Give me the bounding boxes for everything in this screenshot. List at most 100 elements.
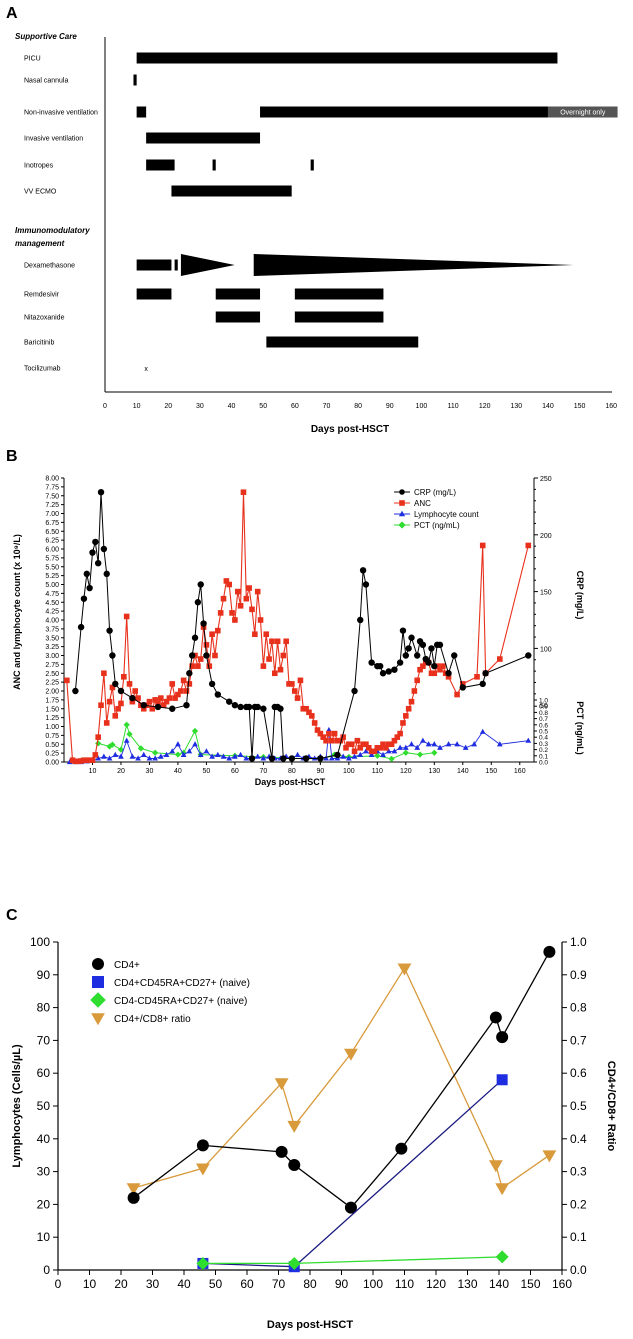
point-crp-mg-l	[425, 659, 432, 666]
point-anc	[132, 688, 139, 694]
legend-marker-pct-ng-ml	[398, 521, 406, 529]
b-ytick-3.00: 3.00	[45, 653, 59, 660]
point-crp-mg-l	[419, 641, 427, 649]
point-anc	[163, 698, 170, 705]
c-ytick-70: 70	[37, 1033, 51, 1047]
point-crp-mg-l	[280, 755, 287, 762]
point-anc	[479, 542, 486, 549]
point-crp-mg-l	[482, 670, 489, 677]
c-legend-marker-cd4	[92, 958, 104, 970]
legend-marker-crp-mg-l	[399, 489, 405, 495]
point-anc	[78, 758, 84, 764]
b-ytick-3.25: 3.25	[45, 644, 59, 651]
point-crp-mg-l	[214, 691, 222, 698]
x-tick-70: 70	[323, 403, 331, 410]
point-crp-mg-l	[260, 705, 267, 712]
point-lymphocyte-count	[169, 748, 176, 754]
panel-b-label: B	[6, 448, 18, 465]
point-anc	[183, 688, 190, 694]
c-legend-label-cd4-cd45ra-cd27-naive: CD4+CD45RA+CD27+ (naive)	[114, 978, 250, 989]
c-legend-marker-cd4-cd45ra-cd27-naive	[92, 976, 104, 988]
b-ytick-5.75: 5.75	[45, 555, 59, 562]
point-anc	[400, 720, 406, 726]
point-anc	[328, 737, 335, 744]
point-anc	[220, 595, 227, 602]
point-anc	[217, 610, 224, 616]
b-xtick-150: 150	[485, 768, 497, 775]
b-pct-tick-0.7: 0.7	[539, 716, 548, 723]
point-crp-mg-l	[191, 634, 199, 641]
b-xtick-90: 90	[316, 768, 324, 775]
point-lymphocyte-count	[345, 755, 352, 761]
point-anc	[140, 705, 147, 712]
x-tick-30: 30	[196, 403, 204, 410]
point-crp-mg-l	[362, 581, 370, 588]
point-anc	[357, 745, 364, 751]
point-anc	[383, 745, 389, 751]
point-anc	[75, 758, 82, 765]
c-xtick-140: 140	[489, 1277, 509, 1291]
panel-b-plot: 0.00 0.25 0.50 0.75 1.00 1.25 1.50 1.752.00 2.25…	[45, 476, 551, 776]
x-tick-160: 160	[605, 403, 617, 410]
b-pct-tick-0.9: 0.9	[539, 704, 548, 711]
point-crp-mg-l	[317, 755, 324, 762]
point-anc	[266, 656, 272, 662]
c-series-line-cd4-cd45ra-cd27-naive	[202, 1256, 503, 1265]
c-xtick-90: 90	[335, 1277, 349, 1291]
c-point-cd4-cd8-ratio	[196, 1163, 210, 1176]
point-lymphocyte-count	[363, 748, 369, 754]
point-lymphocyte-count	[214, 751, 221, 757]
bar-non-invasive-ventilation-overnight	[547, 106, 618, 118]
point-pct-ng-ml	[374, 752, 381, 759]
point-anc	[121, 674, 127, 680]
legend-label-pct-ng-ml: PCT (ng/mL)	[414, 521, 460, 530]
b-xtick-120: 120	[400, 768, 412, 775]
point-crp-mg-l	[414, 652, 421, 659]
row-label-invasive-ventilation: Invasive ventilation	[24, 136, 83, 143]
point-crp-mg-l	[277, 705, 284, 712]
bar-remdesivir-2	[294, 288, 384, 300]
point-crp-mg-l	[248, 755, 256, 762]
x-tick-80: 80	[354, 403, 362, 410]
b-pct-tick-0.0: 0.0	[539, 760, 548, 767]
point-lymphocyte-count	[328, 755, 335, 761]
point-crp-mg-l	[117, 687, 125, 695]
point-crp-mg-l	[200, 620, 207, 627]
point-lymphocyte-count	[95, 755, 102, 761]
point-anc	[269, 638, 275, 645]
point-anc	[326, 730, 332, 737]
point-anc	[172, 695, 178, 701]
point-crp-mg-l	[396, 659, 404, 666]
point-anc	[232, 617, 238, 623]
c-ytick-100: 100	[30, 935, 50, 949]
point-lymphocyte-count	[454, 741, 460, 747]
b-ytick-2.25: 2.25	[45, 680, 59, 687]
point-anc	[101, 670, 107, 677]
point-crp-mg-l	[129, 694, 136, 702]
c-legend-marker-cd4-cd45ra-cd27-naive	[90, 992, 106, 1008]
c-point-cd4	[127, 1191, 140, 1204]
point-anc	[340, 734, 346, 740]
point-anc	[300, 705, 307, 712]
point-anc	[215, 627, 221, 634]
point-crp-mg-l	[94, 560, 102, 567]
point-crp-mg-l	[359, 567, 367, 574]
point-crp-mg-l	[268, 755, 276, 762]
c-series-line-cd4-cd45ra-cd27-naive	[202, 1079, 503, 1268]
c-xtick-160: 160	[552, 1277, 572, 1291]
point-lymphocyte-count	[157, 753, 164, 759]
point-lymphocyte-count	[243, 755, 250, 761]
c-xtick-20: 20	[114, 1277, 128, 1291]
legend-label-lymphocyte-count: Lymphocyte count	[414, 510, 479, 519]
point-crp-mg-l	[154, 703, 162, 711]
point-anc	[431, 670, 438, 677]
point-crp-mg-l	[186, 670, 193, 677]
point-anc	[420, 663, 426, 669]
b-xtick-70: 70	[259, 768, 267, 775]
b-ytick-7.75: 7.75	[45, 484, 59, 491]
point-lymphocyte-count	[471, 741, 478, 747]
point-lymphocyte-count	[232, 753, 238, 759]
point-anc	[249, 606, 255, 613]
point-anc	[294, 695, 301, 701]
b-ytick-0.50: 0.50	[45, 742, 59, 749]
